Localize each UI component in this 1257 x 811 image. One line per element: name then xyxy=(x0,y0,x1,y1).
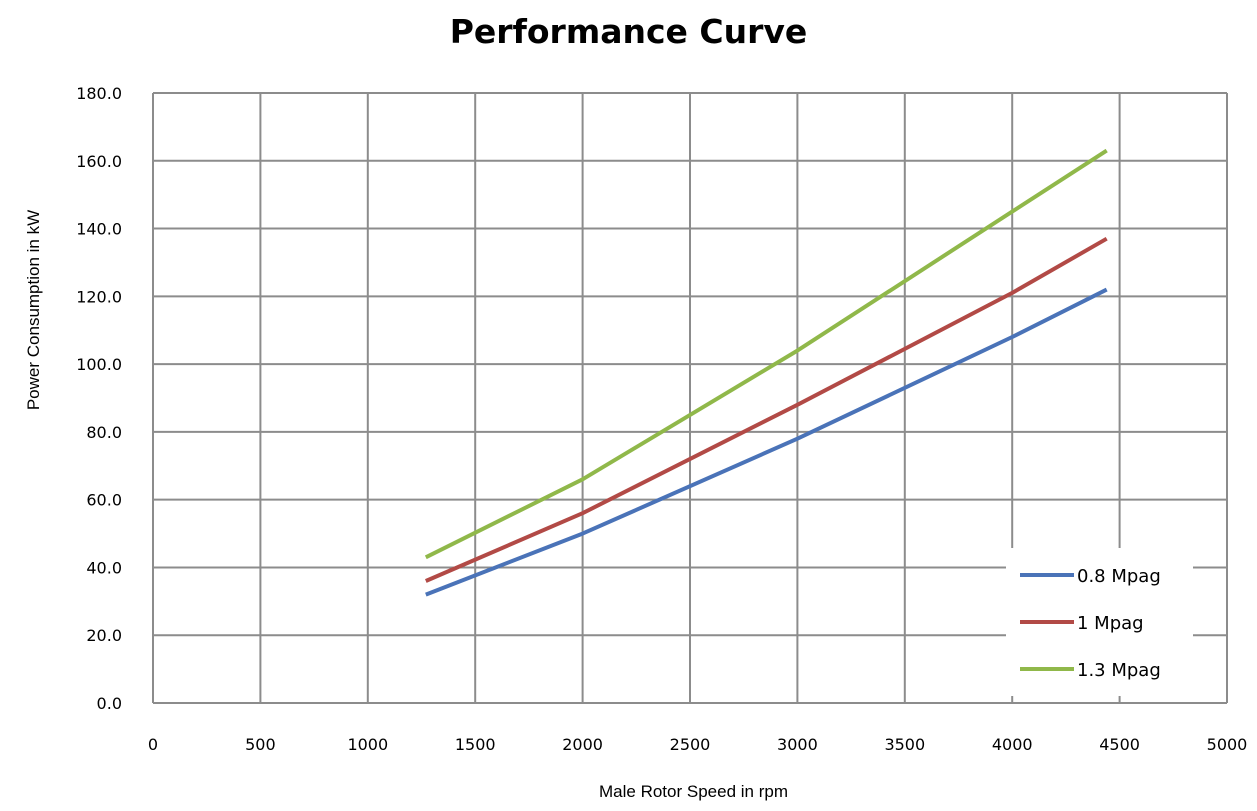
legend-label: 1 Mpag xyxy=(1077,613,1144,634)
x-tick-label: 1000 xyxy=(347,735,388,754)
y-tick-label: 100.0 xyxy=(76,355,122,374)
x-tick-labels: 0 500 1000 1500 2000 2500 3000 3500 4000 4500 5000 xyxy=(148,735,1247,754)
y-tick-label: 140.0 xyxy=(76,220,122,239)
x-tick-label: 0 xyxy=(148,735,158,754)
y-tick-label: 120.0 xyxy=(76,287,122,306)
x-tick-label: 2000 xyxy=(562,735,603,754)
x-tick-label: 2500 xyxy=(670,735,711,754)
series-line-2 xyxy=(424,148,1108,560)
x-tick-label: 5000 xyxy=(1207,735,1248,754)
y-tick-label: 160.0 xyxy=(76,152,122,171)
series-line-0 xyxy=(425,287,1108,597)
x-tick-label: 3000 xyxy=(777,735,818,754)
y-tick-label: 0.0 xyxy=(97,694,122,713)
legend: 0.8 Mpag 1 Mpag 1.3 Mpag xyxy=(1006,548,1193,696)
x-tick-label: 4000 xyxy=(992,735,1033,754)
x-tick-label: 1500 xyxy=(455,735,496,754)
legend-label: 1.3 Mpag xyxy=(1077,660,1161,681)
y-tick-label: 20.0 xyxy=(86,626,122,645)
x-tick-label: 500 xyxy=(245,735,276,754)
y-tick-label: 180.0 xyxy=(76,84,122,103)
x-axis-label: Male Rotor Speed in rpm xyxy=(599,782,788,801)
series-lines xyxy=(424,148,1108,597)
y-tick-label: 40.0 xyxy=(86,558,122,577)
y-tick-labels: 0.0 20.0 40.0 60.0 80.0 100.0 120.0 140.0 160.0 1… xyxy=(76,84,122,713)
chart-title: Performance Curve xyxy=(449,12,808,51)
y-tick-label: 60.0 xyxy=(86,491,122,510)
y-tick-label: 80.0 xyxy=(86,423,122,442)
legend-label: 0.8 Mpag xyxy=(1077,566,1161,587)
x-tick-label: 3500 xyxy=(884,735,925,754)
x-tick-label: 4500 xyxy=(1099,735,1140,754)
series-line-1 xyxy=(425,236,1108,583)
